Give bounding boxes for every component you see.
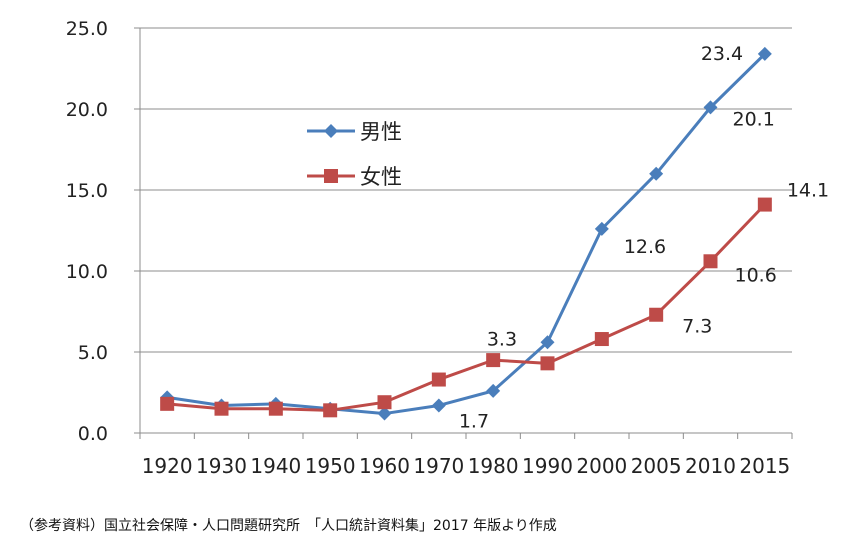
- axes: [134, 27, 793, 439]
- x-tick-label: 1970: [413, 454, 464, 478]
- legend-marker: [324, 124, 338, 138]
- series-line: [167, 203, 766, 412]
- data-point: [703, 100, 718, 115]
- data-point: [431, 372, 446, 387]
- data-point: [649, 307, 664, 322]
- x-tick-labels: 1920 1930 1940 1950 1960 1970 1980 1990 2000 2005…: [142, 454, 791, 478]
- data-labels: 1.7 12.6 20.1 23.4 3.3 7.3 10.6 14.1: [459, 43, 829, 433]
- legend-label: 男性: [360, 120, 402, 144]
- data-point: [757, 197, 772, 212]
- y-tick-label: 0.0: [78, 423, 108, 445]
- series-line: [166, 52, 766, 416]
- x-tick-label: 1990: [522, 454, 573, 478]
- y-tick-label: 25.0: [66, 18, 108, 40]
- y-tick-label: 15.0: [66, 180, 108, 202]
- legend-label: 女性: [360, 165, 402, 189]
- y-tick-label: 10.0: [66, 261, 108, 283]
- legend-item-female: 女性: [307, 165, 402, 189]
- source-note: （参考資料）国立社会保障・人口問題研究所 「人口統計資料集」2017 年版より作…: [20, 518, 557, 534]
- gridlines: [140, 27, 792, 353]
- x-tick-label: 1930: [196, 454, 247, 478]
- x-tick-label: 2005: [631, 454, 682, 478]
- data-point: [649, 166, 664, 181]
- x-tick-label: 1980: [468, 454, 519, 478]
- series-group: [160, 46, 772, 421]
- x-tick-label: 1960: [359, 454, 410, 478]
- data-label: 12.6: [624, 236, 666, 258]
- data-point: [323, 403, 338, 418]
- legend-item-male: 男性: [307, 120, 402, 144]
- data-label: 7.3: [682, 316, 712, 338]
- series-male: [160, 46, 772, 421]
- data-point: [594, 332, 609, 347]
- data-label: 20.1: [733, 108, 775, 130]
- y-tick-label: 20.0: [66, 99, 108, 121]
- data-point: [214, 401, 229, 416]
- data-point: [377, 406, 392, 421]
- data-point: [377, 395, 392, 410]
- data-point: [486, 383, 501, 398]
- x-tick-label: 2010: [685, 454, 736, 478]
- data-point: [160, 396, 175, 411]
- data-label: 23.4: [701, 43, 743, 65]
- data-label: 10.6: [735, 264, 777, 286]
- data-label: 1.7: [459, 410, 489, 432]
- x-tick-label: 1920: [142, 454, 193, 478]
- x-tick-label: 1950: [305, 454, 356, 478]
- x-tick-label: 2000: [576, 454, 627, 478]
- data-point: [540, 335, 555, 350]
- data-point: [703, 254, 718, 269]
- data-point: [486, 353, 501, 368]
- y-tick-label: 5.0: [78, 342, 108, 364]
- series-female: [160, 197, 772, 418]
- data-point: [540, 356, 555, 371]
- data-point: [268, 401, 283, 416]
- data-point: [594, 221, 609, 236]
- data-point: [431, 398, 446, 413]
- x-tick-label: 1940: [250, 454, 301, 478]
- data-label: 14.1: [787, 180, 829, 202]
- data-label: 3.3: [487, 329, 517, 351]
- data-point: [757, 46, 772, 61]
- y-tick-labels: 0.0 5.0 10.0 15.0 20.0 25.0: [66, 18, 108, 445]
- x-tick-label: 2015: [739, 454, 790, 478]
- legend-marker: [324, 169, 338, 183]
